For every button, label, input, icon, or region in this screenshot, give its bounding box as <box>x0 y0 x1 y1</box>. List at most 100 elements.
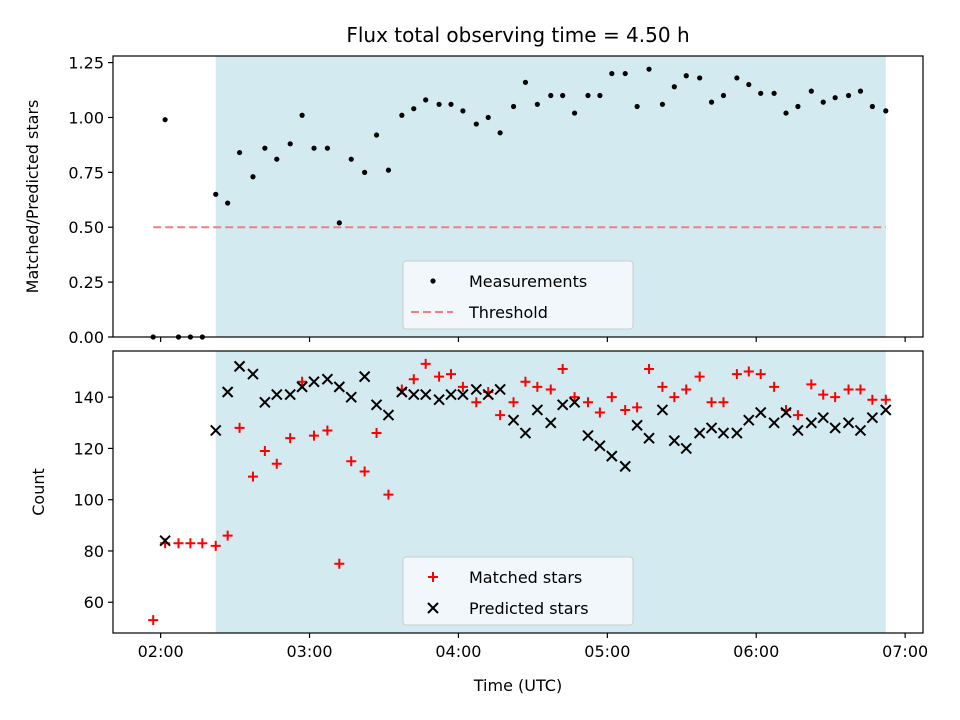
data-point <box>783 110 789 116</box>
data-point <box>646 66 652 72</box>
data-point <box>162 117 168 123</box>
data-point <box>173 538 184 549</box>
data-point <box>734 75 740 81</box>
data-point <box>694 371 705 382</box>
data-point <box>520 376 531 387</box>
data-point <box>445 369 456 380</box>
data-point <box>297 376 308 387</box>
data-point <box>324 145 331 151</box>
data-point <box>746 81 752 88</box>
data-point <box>274 156 280 162</box>
data-point <box>869 103 875 110</box>
y-tick-label: 0.50 <box>68 218 104 237</box>
data-point <box>225 200 231 206</box>
legend-box <box>402 556 634 626</box>
data-point <box>857 88 864 94</box>
data-point <box>697 75 703 81</box>
data-point <box>597 92 603 99</box>
legend-label: Threshold <box>468 303 548 322</box>
data-point <box>705 422 718 434</box>
data-point <box>758 90 764 96</box>
data-point <box>792 410 803 421</box>
data-point <box>880 394 891 405</box>
data-point <box>495 410 506 421</box>
data-point <box>197 538 208 549</box>
data-point <box>832 95 838 101</box>
data-point <box>680 442 692 455</box>
data-point <box>644 363 655 374</box>
legend-marker <box>428 572 438 582</box>
data-point <box>659 101 666 107</box>
data-point <box>755 369 766 380</box>
data-point <box>322 425 333 436</box>
data-point <box>448 101 454 107</box>
data-point <box>830 392 841 403</box>
data-point <box>470 383 483 396</box>
data-point <box>333 381 346 393</box>
data-point <box>508 397 519 408</box>
legend-marker <box>427 602 439 614</box>
data-point <box>632 402 643 413</box>
x-tick-label: 06:00 <box>733 642 779 661</box>
data-point <box>634 103 640 110</box>
legend-marker <box>430 278 436 284</box>
data-point <box>519 427 532 439</box>
data-point <box>222 530 233 541</box>
data-point <box>433 394 445 406</box>
data-point <box>396 386 408 398</box>
bottom-panel: 60 80 100 120 140 02:00 03:00 04:00 05:00 06:00 07… <box>29 350 928 695</box>
data-point <box>234 422 245 433</box>
data-point <box>867 394 878 405</box>
data-point <box>434 371 445 382</box>
y-tick-label: 140 <box>73 388 104 407</box>
data-point <box>717 427 730 439</box>
data-point <box>619 460 631 473</box>
data-point <box>657 381 668 392</box>
data-point <box>720 92 727 99</box>
axes-frame <box>112 350 924 634</box>
data-point <box>706 397 717 408</box>
data-point <box>408 374 419 385</box>
data-point <box>460 108 466 114</box>
series-predicted-stars <box>159 360 892 547</box>
x-tick-label: 05:00 <box>584 642 630 661</box>
chart-title: Flux total observing time = 4.50 h <box>346 23 689 47</box>
y-tick-label: 80 <box>84 542 104 561</box>
data-point <box>473 121 479 127</box>
data-point <box>671 84 677 90</box>
data-point <box>866 411 879 424</box>
data-point <box>805 417 818 429</box>
data-point <box>656 404 669 416</box>
data-point <box>560 92 566 99</box>
data-point <box>829 422 841 434</box>
y-tick-label: 120 <box>73 439 104 458</box>
data-point <box>845 92 852 99</box>
data-point <box>284 388 296 401</box>
data-point <box>681 384 692 395</box>
data-point <box>643 432 655 444</box>
y-tick-label: 1.00 <box>68 108 104 127</box>
data-point <box>210 540 221 551</box>
data-point <box>285 433 296 444</box>
data-point <box>299 112 305 118</box>
data-point <box>346 456 357 467</box>
data-point <box>236 149 243 156</box>
series-measurements <box>150 66 889 340</box>
legend: Measurements Threshold <box>402 260 634 330</box>
data-point <box>382 409 395 421</box>
data-point <box>311 145 317 151</box>
data-point <box>399 112 405 118</box>
y-axis-label: Count <box>29 468 48 516</box>
data-point <box>620 404 631 415</box>
data-point <box>854 424 867 437</box>
data-point <box>423 97 429 103</box>
data-point <box>820 99 826 105</box>
x-axis-label: Time (UTC) <box>473 676 562 695</box>
data-point <box>743 366 754 377</box>
data-point <box>743 414 755 426</box>
data-point <box>731 427 743 439</box>
data-point <box>471 397 482 408</box>
data-point <box>582 397 593 408</box>
data-point <box>247 368 259 380</box>
